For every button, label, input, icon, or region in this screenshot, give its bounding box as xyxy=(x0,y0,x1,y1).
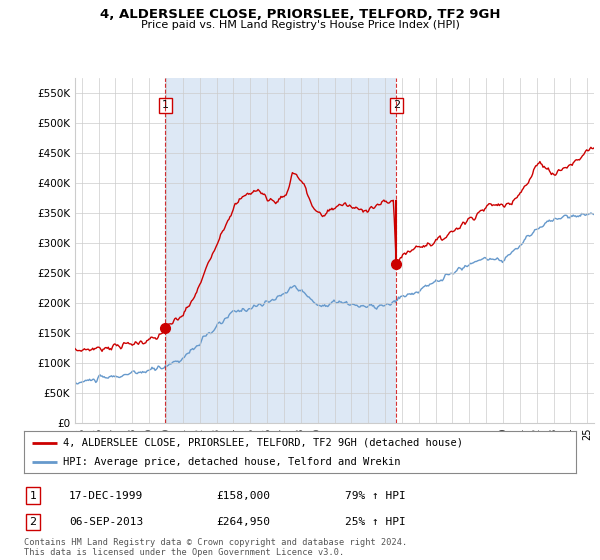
Text: £264,950: £264,950 xyxy=(216,517,270,527)
Text: 06-SEP-2013: 06-SEP-2013 xyxy=(69,517,143,527)
Text: £158,000: £158,000 xyxy=(216,491,270,501)
Bar xyxy=(166,78,397,423)
Text: Price paid vs. HM Land Registry's House Price Index (HPI): Price paid vs. HM Land Registry's House … xyxy=(140,20,460,30)
Text: 2: 2 xyxy=(29,517,37,527)
Text: 25% ↑ HPI: 25% ↑ HPI xyxy=(345,517,406,527)
Text: 1: 1 xyxy=(162,100,169,110)
Text: 1: 1 xyxy=(29,491,37,501)
Text: HPI: Average price, detached house, Telford and Wrekin: HPI: Average price, detached house, Telf… xyxy=(62,457,400,467)
Text: 79% ↑ HPI: 79% ↑ HPI xyxy=(345,491,406,501)
Text: 17-DEC-1999: 17-DEC-1999 xyxy=(69,491,143,501)
Text: 4, ALDERSLEE CLOSE, PRIORSLEE, TELFORD, TF2 9GH (detached house): 4, ALDERSLEE CLOSE, PRIORSLEE, TELFORD, … xyxy=(62,437,463,447)
Text: 4, ALDERSLEE CLOSE, PRIORSLEE, TELFORD, TF2 9GH: 4, ALDERSLEE CLOSE, PRIORSLEE, TELFORD, … xyxy=(100,8,500,21)
Text: Contains HM Land Registry data © Crown copyright and database right 2024.
This d: Contains HM Land Registry data © Crown c… xyxy=(24,538,407,557)
Text: 2: 2 xyxy=(393,100,400,110)
